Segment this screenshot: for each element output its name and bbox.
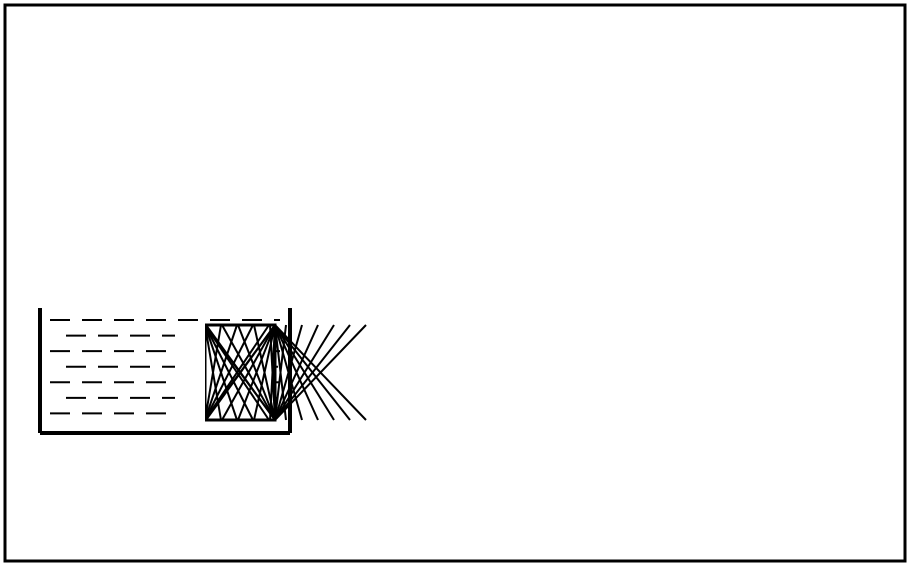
filtration-system bbox=[175, 323, 366, 422]
outer-border bbox=[5, 5, 905, 561]
ecm-schematic bbox=[0, 0, 910, 566]
